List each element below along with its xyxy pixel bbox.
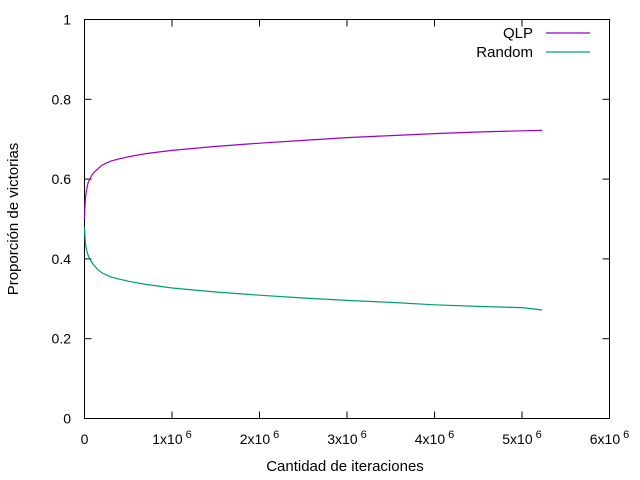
x-tick-label: 0 bbox=[81, 431, 89, 447]
x-tick-label: 3x10 6 bbox=[327, 429, 366, 447]
x-tick-label-base: 1x10 bbox=[152, 431, 183, 447]
y-tick-label: 1 bbox=[63, 12, 71, 28]
x-tick-label-exponent: 6 bbox=[273, 429, 279, 441]
x-tick-label-exponent: 6 bbox=[623, 429, 629, 441]
x-axis-label: Cantidad de iteraciones bbox=[266, 458, 424, 475]
x-tick-label-exponent: 6 bbox=[536, 429, 542, 441]
y-tick-label: 0.4 bbox=[52, 251, 72, 267]
x-tick-label: 2x10 6 bbox=[240, 429, 279, 447]
x-tick-label-exponent: 6 bbox=[448, 429, 454, 441]
plot-frame bbox=[84, 19, 610, 419]
x-tick-label-base: 5x10 bbox=[502, 431, 533, 447]
legend-label-qlp: QLP bbox=[503, 25, 533, 42]
y-axis-label: Proporción de victorias bbox=[5, 143, 22, 296]
x-tick-label-base: 3x10 bbox=[327, 431, 358, 447]
y-tick-label: 0 bbox=[63, 411, 71, 427]
x-tick-label: 4x10 6 bbox=[415, 429, 454, 447]
legend: QLP Random bbox=[476, 25, 590, 61]
series-lines bbox=[83, 129, 543, 311]
x-tick-label: 6x10 6 bbox=[590, 429, 629, 447]
legend-label-random: Random bbox=[476, 44, 533, 61]
axis-ticks bbox=[84, 19, 610, 419]
x-tick-label-base: 2x10 bbox=[240, 431, 271, 447]
x-tick-label-base: 6x10 bbox=[590, 431, 621, 447]
y-tick-label: 0.6 bbox=[52, 171, 72, 187]
series-line-random bbox=[83, 226, 543, 311]
x-tick-label-base: 0 bbox=[81, 431, 89, 447]
x-tick-label: 5x10 6 bbox=[502, 429, 541, 447]
x-tick-label: 1x10 6 bbox=[152, 429, 191, 447]
series-line-qlp bbox=[83, 129, 543, 220]
y-tick-label: 0.8 bbox=[52, 91, 72, 107]
x-tick-label-exponent: 6 bbox=[361, 429, 367, 441]
x-tick-labels: 0 1x10 6 2x10 6 3x10 6 4x10 6 5x10 6 6x10 6 bbox=[81, 429, 630, 447]
x-tick-label-base: 4x10 bbox=[415, 431, 446, 447]
y-tick-label: 0.2 bbox=[52, 331, 72, 347]
y-tick-labels: 0 0.2 0.4 0.6 0.8 1 bbox=[52, 12, 72, 427]
x-tick-label-exponent: 6 bbox=[186, 429, 192, 441]
